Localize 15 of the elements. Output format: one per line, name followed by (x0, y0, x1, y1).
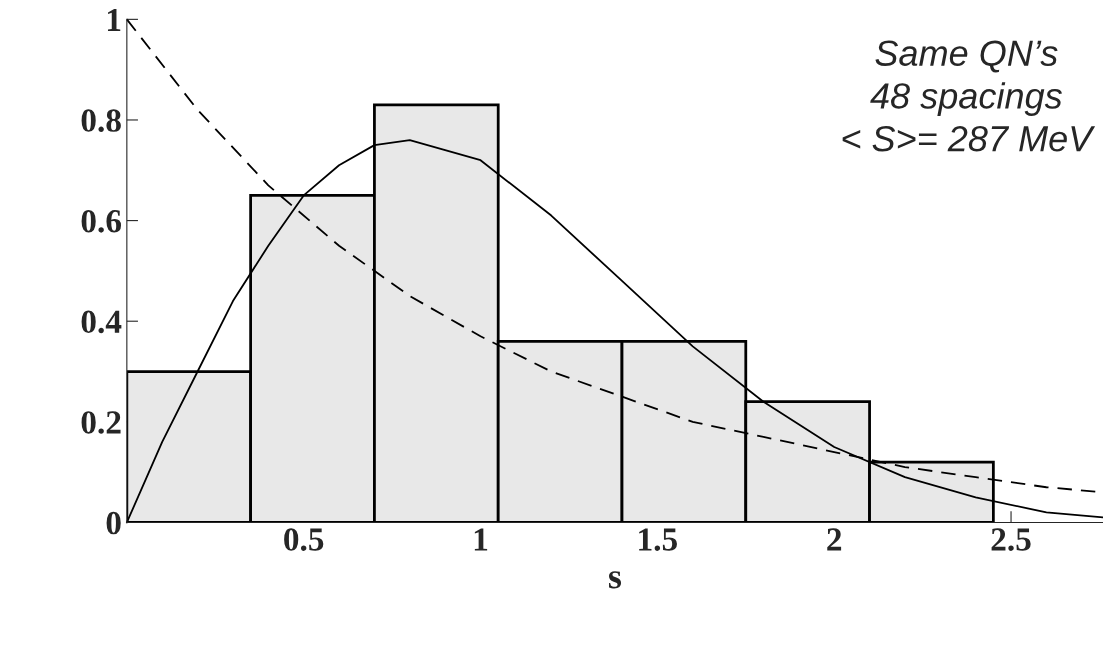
y-tick-label: 0.4 (81, 310, 122, 334)
y-tick-label: 0.8 (81, 109, 121, 133)
annotation: Same QN’s (875, 40, 1058, 73)
y-tick-label: 0.6 (81, 209, 122, 233)
x-tick-label: 2 (827, 528, 842, 551)
x-tick-label: 0.5 (284, 528, 324, 551)
x-tick-label: 1.5 (639, 528, 677, 551)
y-tick-label: 1 (107, 8, 121, 31)
x-tick-label: 2.5 (991, 528, 1031, 551)
x-axis-title: s (608, 571, 622, 589)
annotation: < S>= 287 MeV (842, 125, 1096, 152)
x-tick-label: 1 (474, 528, 488, 551)
y-tick-label: 0 (106, 511, 121, 535)
annotation: 48 spacings (870, 82, 1062, 116)
y-tick-label: 0.2 (81, 411, 121, 434)
